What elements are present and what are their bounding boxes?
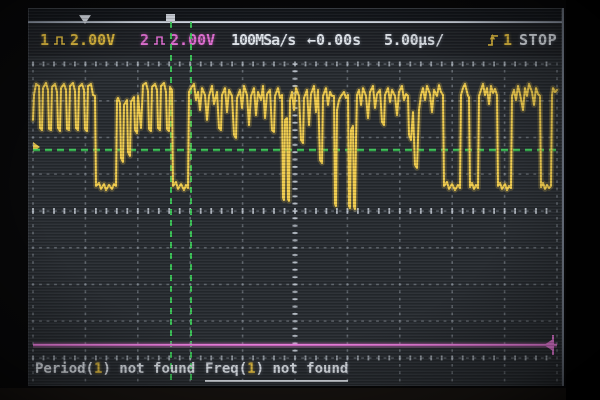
- measurement-freq-result: ) not found: [255, 361, 349, 377]
- measurement-freq-channel: 1: [247, 361, 256, 377]
- measurement-freq[interactable]: Freq(1) not found: [205, 361, 349, 382]
- ch1-settings: 1 2.00V: [40, 31, 115, 49]
- ch1-coupling-icon: [54, 35, 66, 45]
- ch2-label: 2: [140, 31, 150, 49]
- measurement-freq-label: Freq(: [205, 361, 248, 377]
- trigger-source: 1: [503, 31, 513, 49]
- rising-edge-icon: [488, 33, 498, 46]
- measurement-period[interactable]: Period(1) not found: [35, 361, 195, 379]
- bezel-right: [566, 0, 600, 400]
- delay-readout: ←0.00s: [307, 31, 362, 49]
- measurement-period-label: Period(: [35, 361, 95, 377]
- ch1-vdiv: 2.00V: [70, 31, 116, 49]
- scope-screen: [28, 8, 562, 386]
- bezel-bottom: [0, 388, 600, 400]
- run-state: STOP: [519, 31, 558, 49]
- ch2-vdiv: 2.00V: [170, 31, 216, 49]
- ch1-label: 1: [40, 31, 50, 49]
- ch2-coupling-icon: [154, 35, 166, 45]
- trigger-indicator: 1: [487, 31, 512, 49]
- measurement-period-result: ) not found: [102, 361, 196, 377]
- sample-rate-readout: 100MSa/s: [231, 31, 296, 49]
- ch2-settings: 2 2.00V: [140, 31, 215, 49]
- status-separator-line: [28, 21, 562, 23]
- timebase-readout: 5.00µs/: [384, 31, 444, 49]
